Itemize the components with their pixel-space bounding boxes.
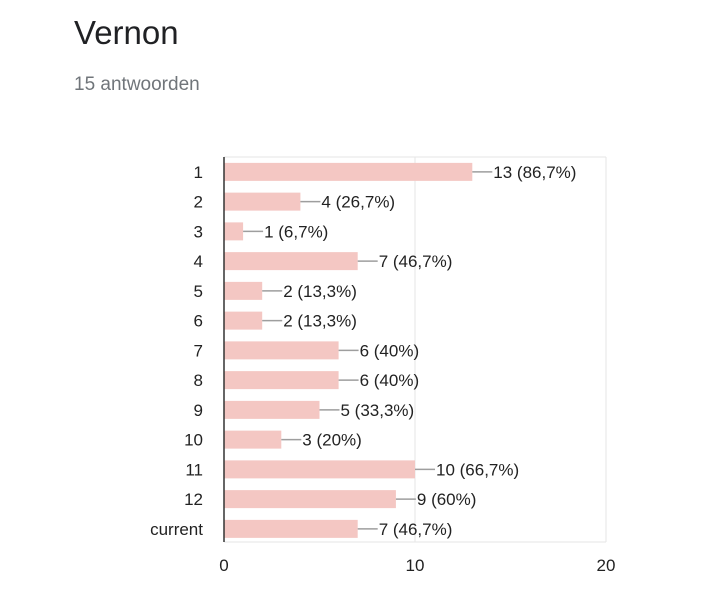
x-tick-label: 0	[219, 556, 228, 575]
y-tick-label: 10	[184, 431, 203, 450]
bar	[224, 490, 396, 509]
data-label: 9 (60%)	[417, 490, 477, 509]
bar	[224, 460, 415, 479]
bar	[224, 192, 301, 211]
bar	[224, 430, 282, 449]
x-tick-label: 20	[597, 556, 616, 575]
y-tick-label: 7	[194, 341, 203, 360]
y-tick-label: 6	[194, 312, 203, 331]
bar	[224, 311, 263, 330]
data-label: 7 (46,7%)	[379, 520, 453, 539]
data-label: 7 (46,7%)	[379, 252, 453, 271]
y-tick-label: current	[150, 520, 203, 539]
bar	[224, 400, 320, 419]
data-label: 6 (40%)	[360, 341, 420, 360]
y-tick-label: 8	[194, 371, 203, 390]
y-tick-label: 5	[194, 282, 203, 301]
y-tick-label: 12	[184, 490, 203, 509]
y-tick-label: 3	[194, 222, 203, 241]
data-label: 2 (13,3%)	[283, 282, 357, 301]
bar	[224, 371, 339, 390]
data-label: 10 (66,7%)	[436, 460, 519, 479]
data-label: 6 (40%)	[360, 371, 420, 390]
bar	[224, 519, 358, 538]
response-count: 15 antwoorden	[74, 74, 200, 95]
data-label: 5 (33,3%)	[341, 401, 415, 420]
bar	[224, 252, 358, 271]
bar	[224, 162, 473, 181]
y-tick-label: 9	[194, 401, 203, 420]
x-tick-label: 10	[406, 556, 425, 575]
y-tick-label: 2	[194, 193, 203, 212]
bar	[224, 222, 244, 241]
data-label: 2 (13,3%)	[283, 312, 357, 331]
bar	[224, 341, 339, 360]
data-label: 4 (26,7%)	[321, 193, 395, 212]
data-label: 13 (86,7%)	[493, 163, 576, 182]
y-tick-label: 1	[194, 163, 203, 182]
y-tick-label: 11	[185, 460, 203, 479]
bar	[224, 281, 263, 300]
question-title: Vernon	[74, 14, 179, 51]
y-tick-label: 4	[194, 252, 203, 271]
data-label: 3 (20%)	[302, 431, 362, 450]
data-label: 1 (6,7%)	[264, 222, 328, 241]
